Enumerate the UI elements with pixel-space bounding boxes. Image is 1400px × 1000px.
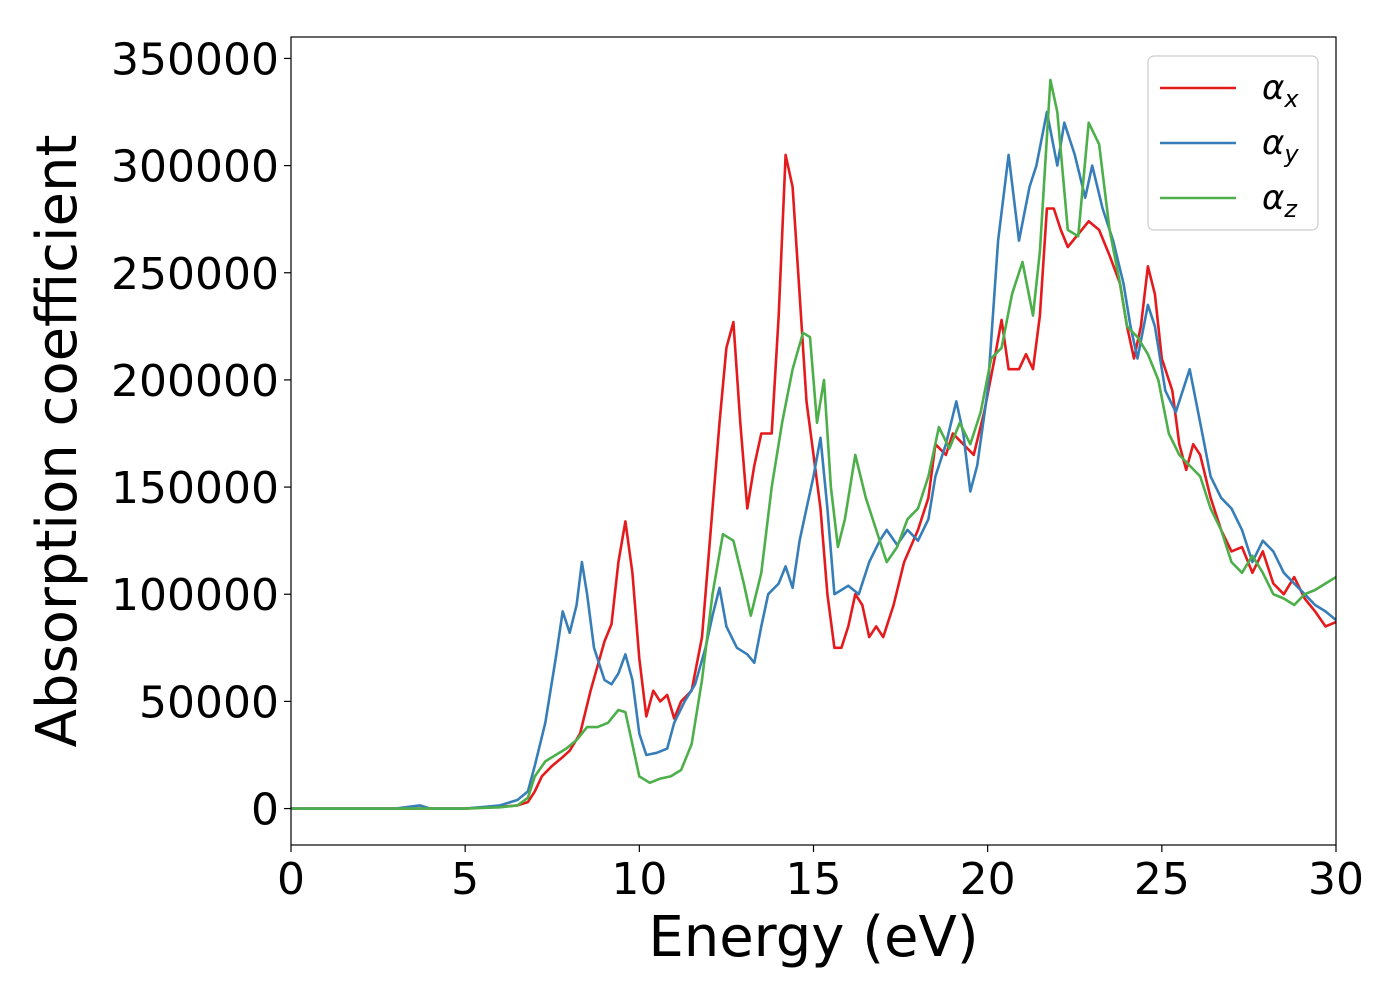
y-tick-label: 300000 xyxy=(111,142,279,193)
series-line-z xyxy=(291,78,1336,810)
legend-label-main: α xyxy=(1262,178,1284,218)
legend-label-y: αy xyxy=(1262,123,1299,168)
x-tick-label: 0 xyxy=(277,854,305,905)
x-tick-label: 20 xyxy=(960,854,1016,905)
legend-label-z: αz xyxy=(1262,178,1298,223)
ticks-layer: 0 5 10 15 20 25 30 0 50000 100000 150000 200000 2500… xyxy=(111,34,1364,905)
series-layer xyxy=(291,78,1336,810)
y-tick-label: 150000 xyxy=(111,463,279,514)
legend-label-x: αx xyxy=(1262,68,1299,113)
series-line-x xyxy=(291,153,1336,810)
y-tick-label: 100000 xyxy=(111,570,279,621)
x-tick-label: 5 xyxy=(451,854,479,905)
y-tick-label: 50000 xyxy=(139,677,279,728)
x-tick-label: 30 xyxy=(1308,854,1364,905)
x-tick-label: 15 xyxy=(786,854,842,905)
legend-label-subscript: x xyxy=(1283,85,1299,113)
legend-label-subscript: y xyxy=(1283,140,1299,168)
legend-label-main: α xyxy=(1262,123,1284,163)
y-tick-label: 350000 xyxy=(111,34,279,85)
y-tick-label: 200000 xyxy=(111,356,279,407)
y-tick-label: 0 xyxy=(251,785,279,836)
legend-label-subscript: z xyxy=(1283,195,1298,223)
x-axis-title: Energy (eV) xyxy=(648,905,978,970)
series-line-y xyxy=(291,110,1336,810)
legend-label-main: α xyxy=(1262,68,1284,108)
y-axis-title: Absorption coefficient xyxy=(25,135,90,748)
y-tick-label: 250000 xyxy=(111,249,279,300)
x-tick-label: 25 xyxy=(1134,854,1190,905)
x-tick-label: 10 xyxy=(611,854,667,905)
